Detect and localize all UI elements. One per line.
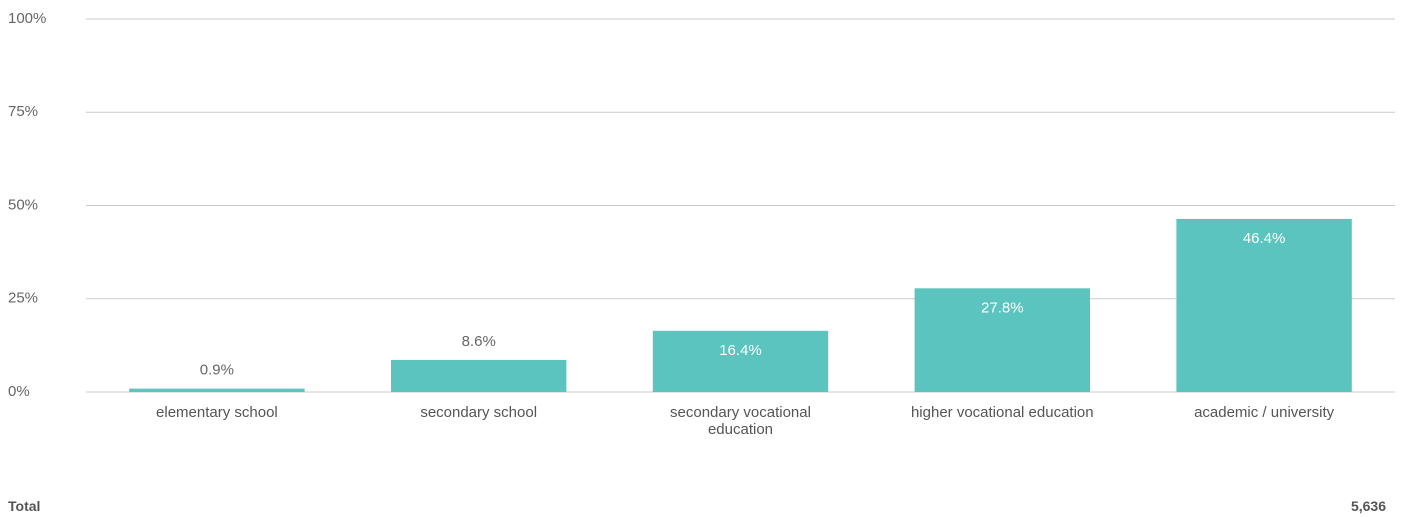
- x-tick-label: secondary vocational education: [670, 404, 811, 438]
- y-tick-label: 0%: [8, 383, 30, 400]
- x-tick-label: higher vocational education: [910, 404, 1094, 421]
- bar: [914, 288, 1091, 392]
- bar: [1176, 218, 1352, 392]
- y-tick-label: 75%: [8, 103, 38, 120]
- data-label: 27.8%: [981, 299, 1024, 316]
- y-tick-label: 50%: [8, 196, 38, 213]
- data-label: 46.4%: [1243, 230, 1286, 247]
- data-label: 8.6%: [462, 333, 496, 350]
- x-tick-label: academic / university: [1194, 404, 1335, 421]
- data-label: 0.9%: [200, 362, 234, 379]
- y-tick-label: 100%: [8, 10, 46, 27]
- total-value: 5,636: [1350, 498, 1386, 514]
- x-tick-label: secondary school: [420, 404, 538, 421]
- x-tick-label: elementary school: [156, 404, 278, 421]
- bar: [652, 330, 829, 392]
- total-label: Total: [8, 498, 41, 514]
- data-label: 16.4%: [719, 342, 762, 359]
- bar: [390, 359, 567, 392]
- bar: [129, 388, 305, 392]
- y-tick-label: 25%: [8, 290, 38, 307]
